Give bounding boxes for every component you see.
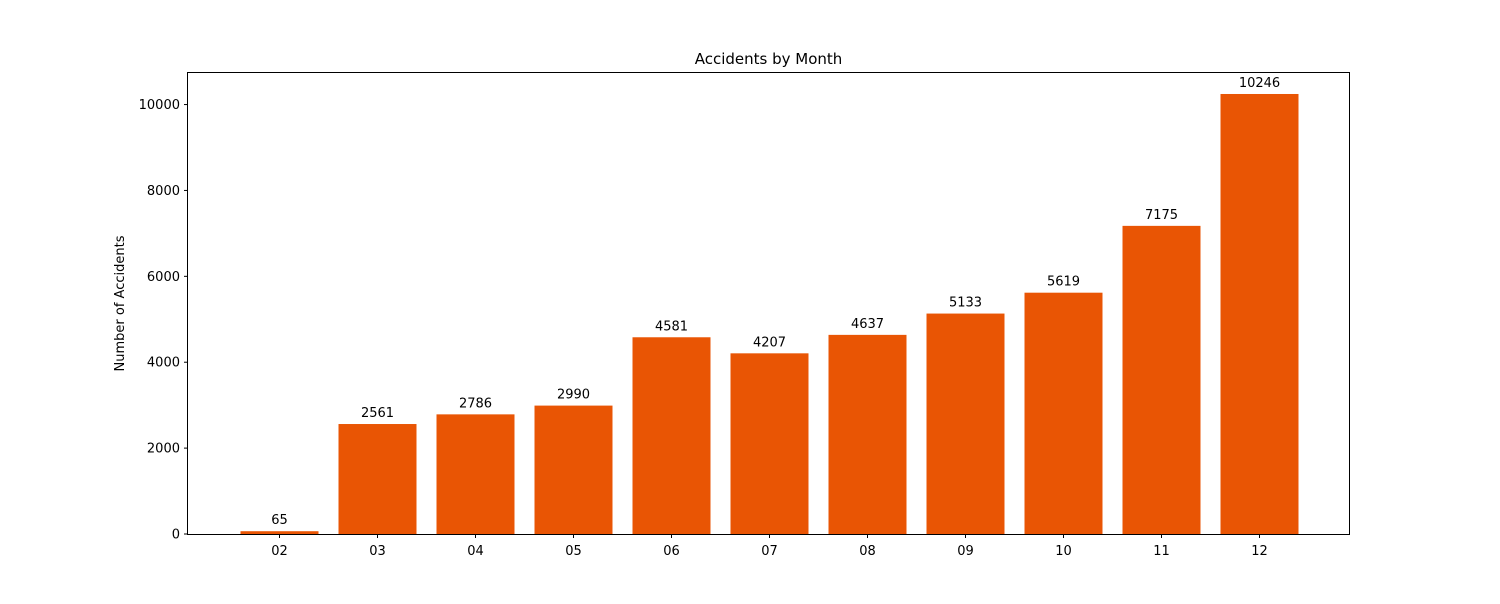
bar-10 bbox=[1024, 292, 1103, 534]
bar-07 bbox=[730, 353, 809, 534]
x-tick-label: 05 bbox=[565, 544, 582, 559]
bars-group bbox=[240, 93, 1299, 535]
bar-value-label: 2786 bbox=[459, 396, 492, 411]
bar-value-label: 5133 bbox=[949, 296, 982, 311]
x-tick-label: 03 bbox=[369, 544, 386, 559]
y-tick-label: 4000 bbox=[147, 356, 180, 371]
plot-area-frame bbox=[187, 72, 1350, 535]
bar-value-label: 2990 bbox=[557, 388, 590, 403]
bar-02 bbox=[240, 531, 319, 534]
x-tick-label: 12 bbox=[1251, 544, 1268, 559]
y-tick-label: 2000 bbox=[147, 442, 180, 457]
bar-12 bbox=[1220, 93, 1299, 535]
bar-value-label: 65 bbox=[271, 513, 288, 528]
bar-value-label: 2561 bbox=[361, 406, 394, 421]
bar-03 bbox=[338, 424, 417, 534]
bar-value-label: 4207 bbox=[753, 335, 786, 350]
x-tick-label: 08 bbox=[859, 544, 876, 559]
bar-value-label: 10246 bbox=[1239, 76, 1280, 91]
y-tick-label: 6000 bbox=[147, 270, 180, 285]
bar-09 bbox=[926, 313, 1005, 534]
y-tick-label: 10000 bbox=[139, 98, 180, 113]
bar-08 bbox=[828, 334, 907, 534]
bar-05 bbox=[534, 405, 613, 534]
x-tick-label: 11 bbox=[1153, 544, 1170, 559]
x-tick-label: 02 bbox=[271, 544, 288, 559]
bar-11 bbox=[1122, 225, 1201, 534]
y-tick-label: 0 bbox=[172, 528, 180, 543]
x-tick-label: 07 bbox=[761, 544, 778, 559]
x-tick-label: 10 bbox=[1055, 544, 1072, 559]
bar-04 bbox=[436, 414, 515, 534]
bar-value-label: 7175 bbox=[1145, 208, 1178, 223]
chart-title: Accidents by Month bbox=[695, 50, 843, 68]
x-tick-label: 06 bbox=[663, 544, 680, 559]
bar-value-label: 5619 bbox=[1047, 275, 1080, 290]
y-axis-label: Number of Accidents bbox=[113, 235, 128, 371]
x-tick-label: 09 bbox=[957, 544, 974, 559]
x-axis-ticks: 02 03 04 05 06 07 08 09 10 11 12 bbox=[271, 534, 1268, 559]
y-axis-ticks: 0 2000 4000 6000 8000 10000 bbox=[139, 98, 188, 543]
y-tick-label: 8000 bbox=[147, 184, 180, 199]
bar-value-label: 4637 bbox=[851, 317, 884, 332]
x-tick-label: 04 bbox=[467, 544, 484, 559]
bar-value-label: 4581 bbox=[655, 319, 688, 334]
bar-06 bbox=[632, 337, 711, 534]
bar-labels-group: 65 2561 2786 2990 4581 4207 4637 5133 5619 7175 10… bbox=[271, 76, 1280, 528]
